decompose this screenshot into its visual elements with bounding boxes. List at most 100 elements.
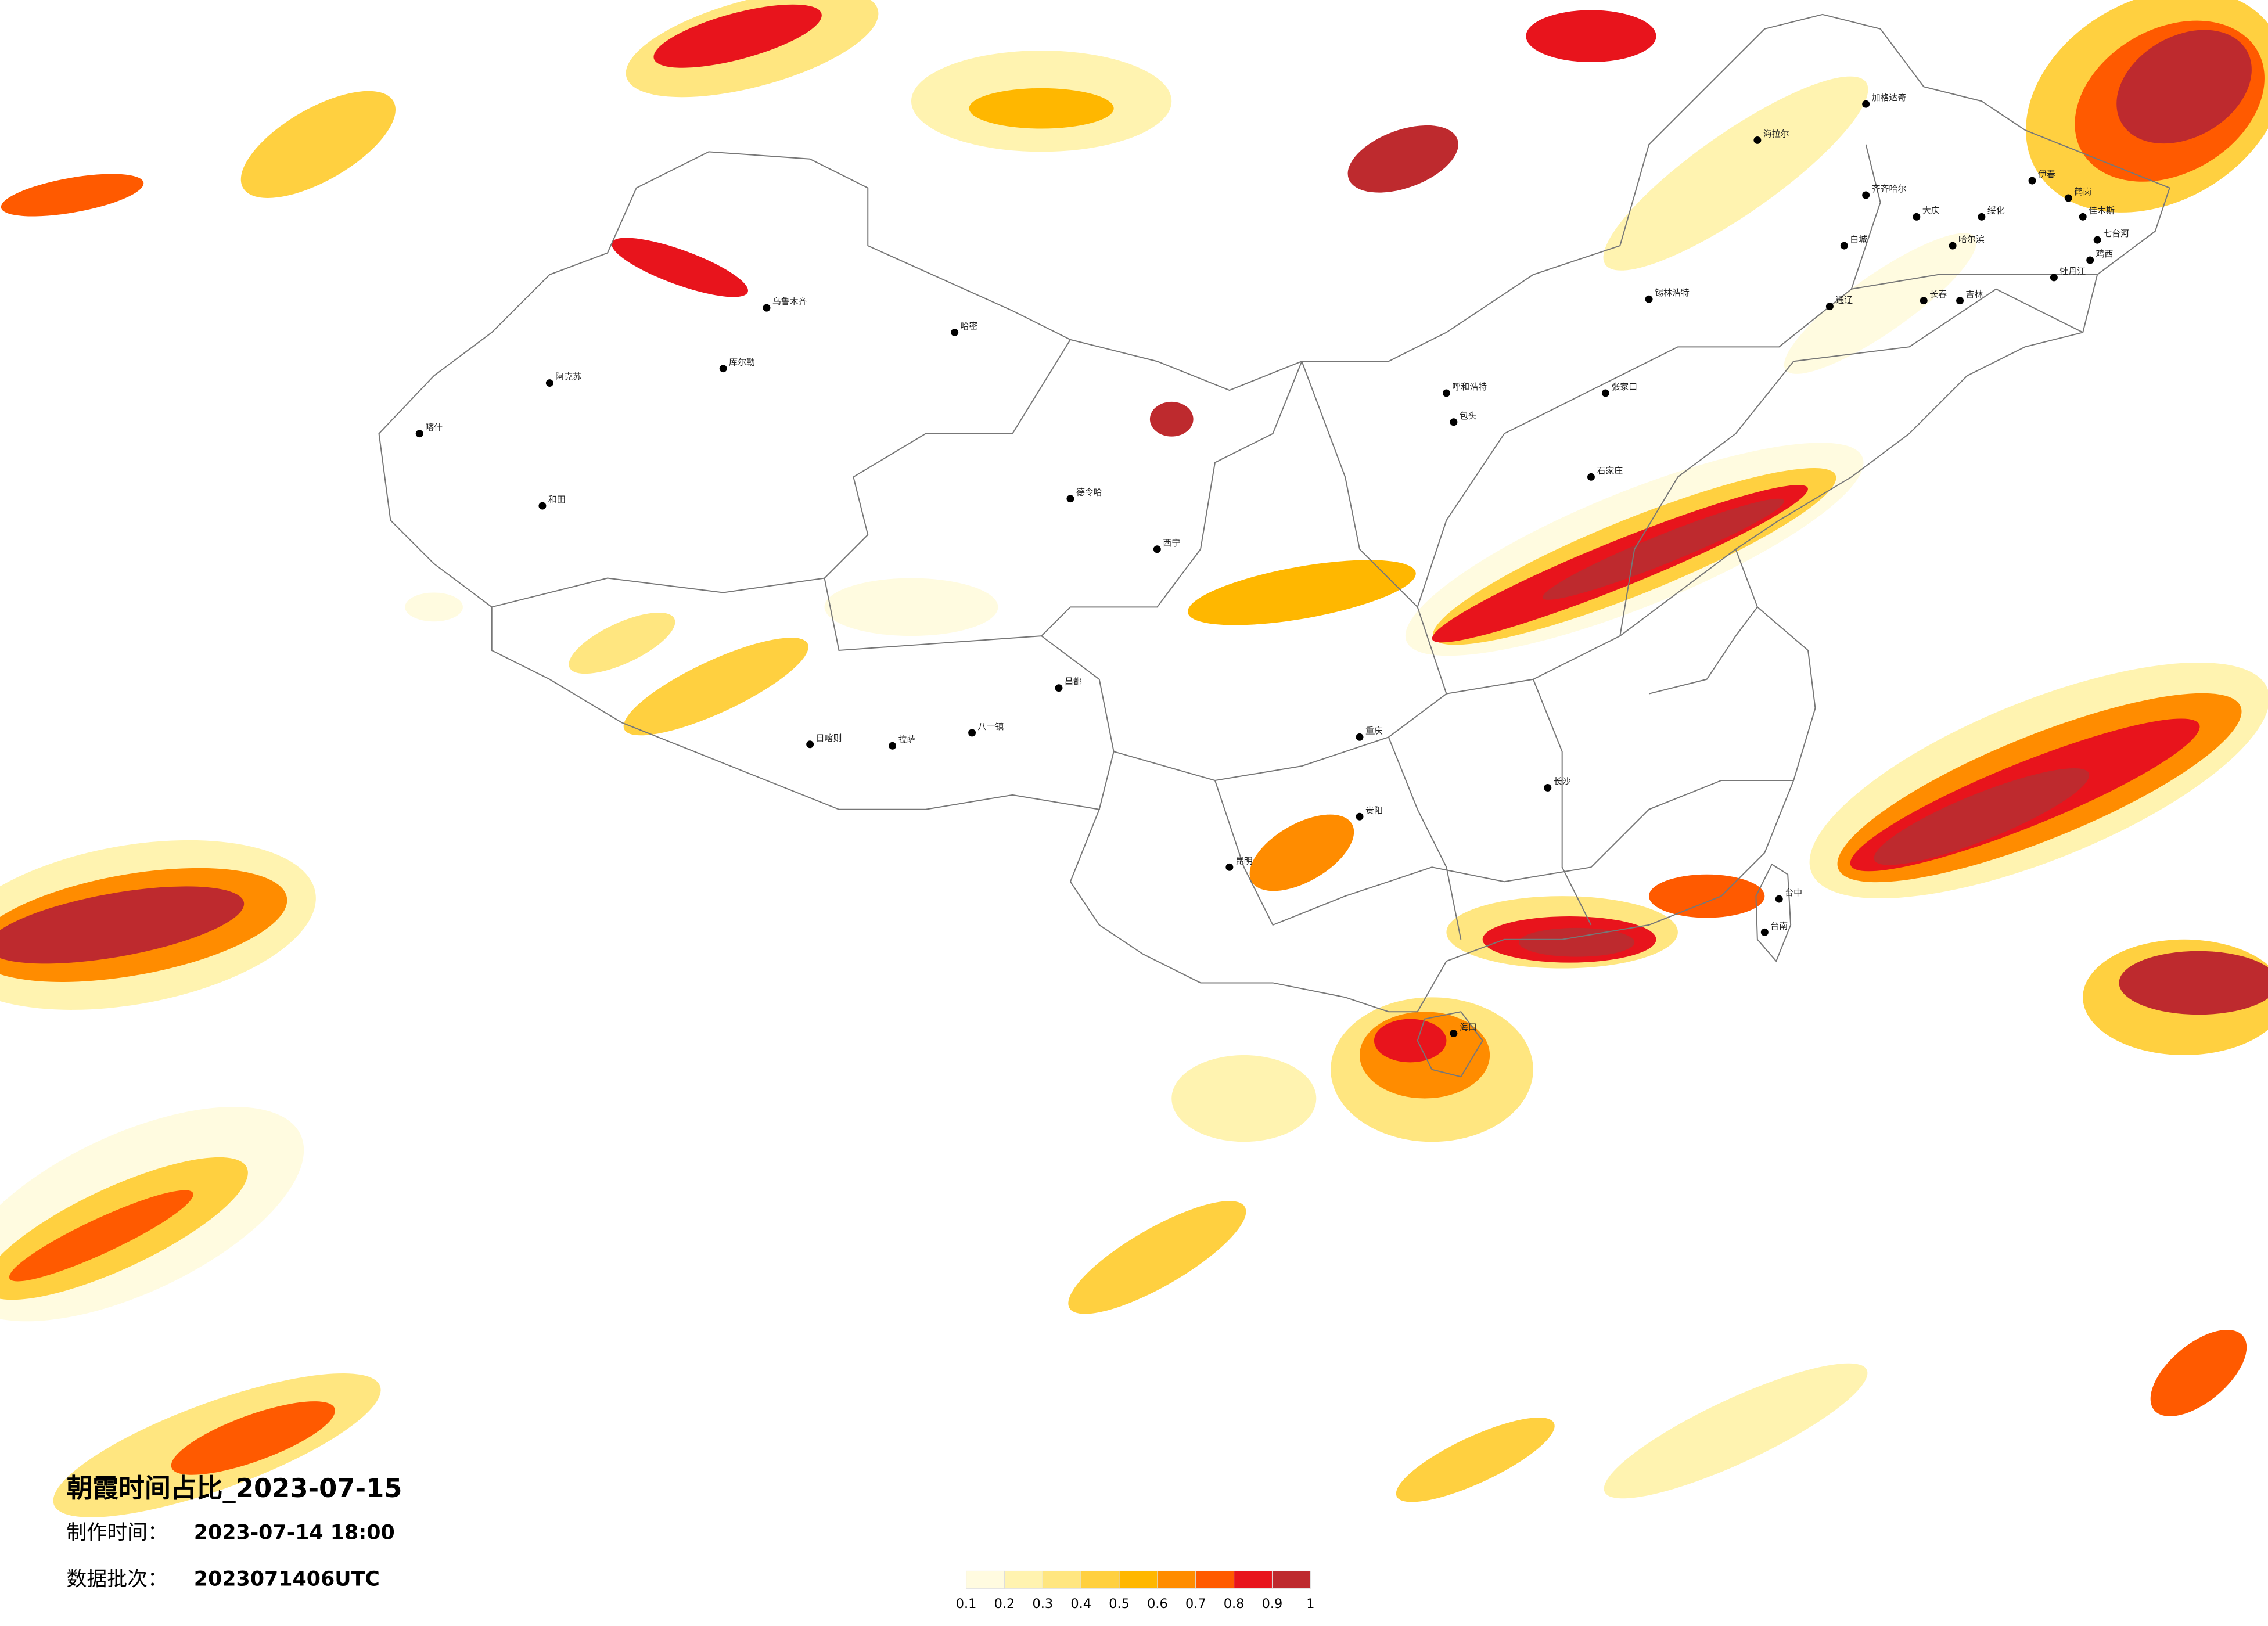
city-label: 佳木斯 bbox=[2089, 205, 2115, 215]
city-dot bbox=[1645, 295, 1653, 303]
colorbar-tick-label: 1 bbox=[1306, 1596, 1314, 1611]
city-label: 齐齐哈尔 bbox=[1872, 184, 1907, 194]
map-title: 朝霞时间占比_2023-07-15 bbox=[67, 1473, 402, 1503]
made-label: 制作时间： bbox=[67, 1521, 168, 1545]
heat-area bbox=[1347, 125, 1458, 193]
heat-area bbox=[1603, 76, 1868, 271]
heat-area bbox=[1374, 1019, 1447, 1063]
city-dot bbox=[1587, 473, 1595, 481]
city-label: 海拉尔 bbox=[1763, 128, 1789, 139]
colorbar-swatch bbox=[1157, 1570, 1196, 1589]
batch-label: 数据批次： bbox=[67, 1567, 168, 1591]
city-label: 石家庄 bbox=[1597, 465, 1623, 476]
city-dot bbox=[1356, 733, 1364, 741]
city-dot bbox=[1153, 545, 1161, 553]
city-dot bbox=[968, 729, 976, 737]
city-dot bbox=[1066, 495, 1074, 503]
city-dot bbox=[806, 740, 814, 749]
city-label: 昆明 bbox=[1235, 855, 1253, 866]
city-label: 哈尔滨 bbox=[1958, 234, 1985, 244]
city-label: 鸡西 bbox=[2096, 249, 2114, 259]
heat-area bbox=[824, 578, 998, 636]
colorbar-tick-label: 0.9 bbox=[1262, 1596, 1283, 1611]
city-dot bbox=[538, 502, 547, 510]
city-dot bbox=[1949, 242, 1957, 250]
city-label: 西宁 bbox=[1163, 538, 1180, 548]
hainan-border bbox=[1417, 1011, 1483, 1078]
colorbar-swatch bbox=[1042, 1570, 1081, 1589]
colorbar-swatch bbox=[1080, 1570, 1120, 1589]
heat-area bbox=[1171, 1055, 1317, 1142]
city-label: 大庆 bbox=[1922, 205, 1940, 215]
city-dot bbox=[2050, 274, 2058, 282]
city-dot bbox=[1753, 136, 1762, 144]
heat-area bbox=[653, 4, 822, 68]
province-border bbox=[1648, 606, 1758, 695]
city-dot bbox=[1825, 303, 1834, 311]
city-dot bbox=[1978, 213, 1986, 221]
heat-area bbox=[1396, 1418, 1555, 1502]
heat-area bbox=[612, 238, 748, 297]
city-label: 包头 bbox=[1460, 411, 1477, 421]
city-label: 长沙 bbox=[1554, 776, 1571, 786]
city-dot bbox=[719, 365, 727, 373]
province-border bbox=[1851, 274, 2098, 290]
city-label: 日喀则 bbox=[816, 733, 842, 743]
heat-area bbox=[969, 88, 1114, 129]
colorbar-tick-label: 0.2 bbox=[994, 1596, 1015, 1611]
heat-area bbox=[1604, 1363, 1868, 1499]
city-dot bbox=[2079, 213, 2087, 221]
heat-area bbox=[1068, 1201, 1246, 1314]
colorbar-swatch bbox=[1271, 1570, 1311, 1589]
city-dot bbox=[1225, 863, 1234, 871]
city-label: 张家口 bbox=[1611, 382, 1637, 392]
colorbar-tick-label: 0.8 bbox=[1224, 1596, 1245, 1611]
city-label: 库尔勒 bbox=[729, 357, 755, 368]
city-dot bbox=[2028, 177, 2036, 185]
heat-area bbox=[1542, 498, 1785, 600]
heat-area bbox=[2119, 951, 2268, 1015]
city-label: 加格达奇 bbox=[1872, 92, 1907, 103]
province-border bbox=[1214, 780, 1794, 926]
heat-area bbox=[2116, 30, 2252, 144]
heat-area bbox=[1526, 10, 1656, 63]
province-border bbox=[1388, 736, 1462, 940]
city-dot bbox=[1442, 389, 1450, 397]
city-label: 鹤岗 bbox=[2074, 186, 2091, 197]
city-dot bbox=[1356, 812, 1364, 821]
colorbar-tick-label: 0.1 bbox=[956, 1596, 977, 1611]
heat-area bbox=[0, 886, 245, 964]
colorbar-tick-label: 0.5 bbox=[1109, 1596, 1130, 1611]
country-border bbox=[378, 13, 2170, 1013]
colorbar-swatch bbox=[1004, 1570, 1043, 1589]
city-label: 台南 bbox=[1770, 920, 1788, 931]
city-label: 伊春 bbox=[2038, 169, 2055, 179]
city-dot bbox=[1055, 684, 1063, 692]
city-label: 白城 bbox=[1850, 234, 1867, 244]
city-label: 台中 bbox=[1785, 887, 1802, 898]
heat-area bbox=[1874, 768, 2090, 865]
heat-area bbox=[1649, 874, 1765, 918]
city-dot bbox=[1601, 389, 1609, 397]
province-border bbox=[1041, 361, 1303, 636]
heat-area bbox=[171, 1401, 335, 1475]
heat-area bbox=[1784, 233, 1977, 374]
colorbar-tick-label: 0.7 bbox=[1185, 1596, 1206, 1611]
province-border bbox=[1417, 144, 1881, 694]
city-label: 乌鲁木齐 bbox=[772, 296, 807, 307]
city-dot bbox=[2064, 194, 2072, 202]
city-label: 贵阳 bbox=[1365, 805, 1383, 815]
city-dot bbox=[1862, 191, 1870, 199]
city-dot bbox=[545, 379, 553, 387]
heat-area bbox=[623, 638, 808, 736]
taiwan-border bbox=[1755, 863, 1792, 962]
city-dot bbox=[1544, 783, 1552, 792]
city-dot bbox=[2093, 236, 2101, 244]
city-dot bbox=[1775, 895, 1783, 903]
city-label: 牡丹江 bbox=[2059, 266, 2086, 276]
province-border bbox=[1619, 288, 2083, 636]
city-dot bbox=[1760, 928, 1769, 936]
city-label: 重庆 bbox=[1365, 725, 1383, 736]
